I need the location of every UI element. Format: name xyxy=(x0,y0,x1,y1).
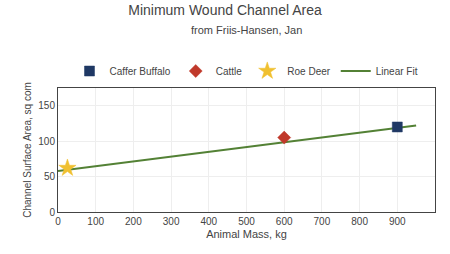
svg-text:Caffer Buffalo: Caffer Buffalo xyxy=(110,66,171,77)
svg-text:Cattle: Cattle xyxy=(216,66,243,77)
svg-text:Channel Surface Area, sq com: Channel Surface Area, sq com xyxy=(22,82,33,218)
svg-text:500: 500 xyxy=(238,216,255,227)
svg-text:Minimum Wound Channel Area: Minimum Wound Channel Area xyxy=(128,2,322,18)
svg-text:100: 100 xyxy=(38,136,55,147)
svg-text:50: 50 xyxy=(44,171,56,182)
svg-text:100: 100 xyxy=(87,216,104,227)
svg-text:Animal Mass, kg: Animal Mass, kg xyxy=(206,228,287,240)
svg-text:600: 600 xyxy=(276,216,293,227)
svg-text:700: 700 xyxy=(314,216,331,227)
svg-text:Linear Fit: Linear Fit xyxy=(376,66,418,77)
svg-text:Roe Deer: Roe Deer xyxy=(287,66,330,77)
svg-text:from Friis-Hansen, Jan: from Friis-Hansen, Jan xyxy=(191,24,302,36)
svg-text:0: 0 xyxy=(55,216,61,227)
svg-text:900: 900 xyxy=(389,216,406,227)
svg-text:150: 150 xyxy=(38,100,55,111)
svg-text:200: 200 xyxy=(125,216,142,227)
svg-text:400: 400 xyxy=(200,216,217,227)
svg-text:0: 0 xyxy=(49,207,55,218)
svg-text:800: 800 xyxy=(351,216,368,227)
svg-text:300: 300 xyxy=(163,216,180,227)
